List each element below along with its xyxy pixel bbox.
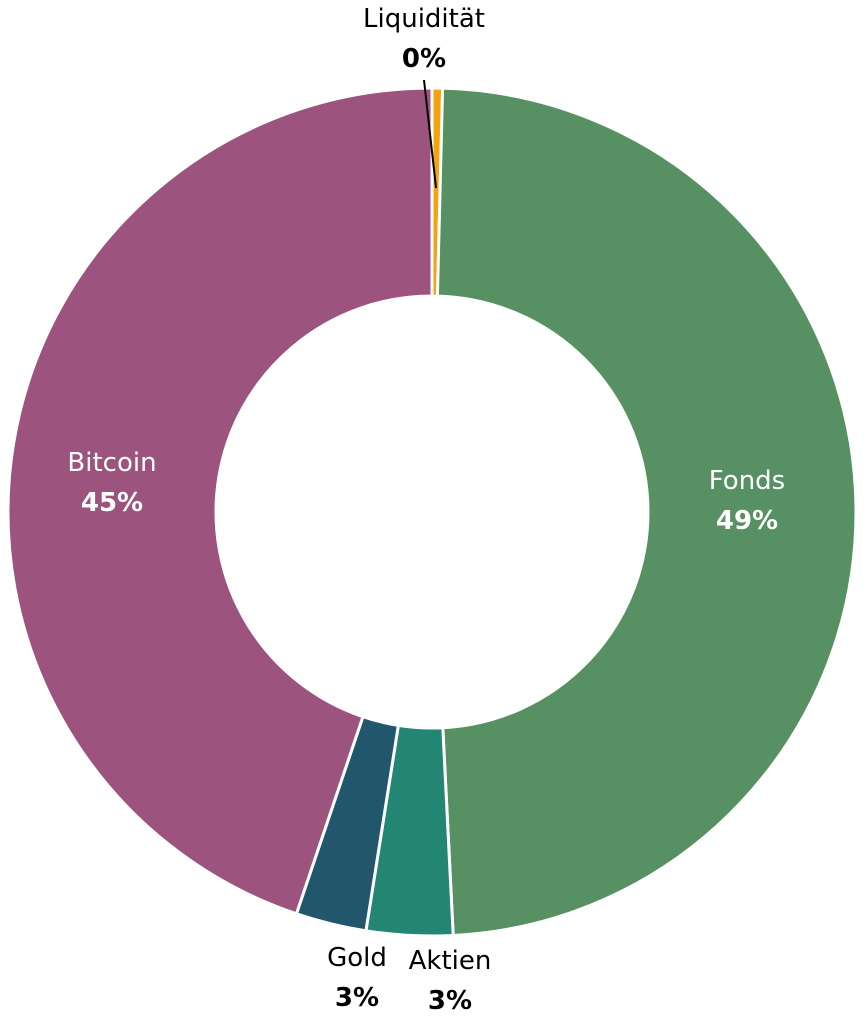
slice-value-fonds: 49% [716,506,778,536]
slice-value-aktien: 3% [428,986,472,1016]
slice-label-fonds: Fonds [709,466,785,496]
leader-line-liquiditaet [423,79,438,189]
slice-label-liquiditaet: Liquidität [363,4,485,34]
leader-layer [423,79,438,189]
slice-label-bitcoin: Bitcoin [67,448,156,478]
slice-value-liquiditaet: 0% [402,44,446,74]
slice-value-gold: 3% [335,983,379,1013]
slice-value-bitcoin: 45% [81,488,143,518]
slice-bitcoin [6,86,434,916]
slice-label-aktien: Aktien [409,946,492,976]
slice-fonds [435,86,858,937]
labels-layer: Liquidität 0% Fonds 49% Aktien 3% Gold 3% Bitcoi… [67,4,785,1016]
slice-label-gold: Gold [327,943,387,973]
slices-layer [6,86,858,938]
